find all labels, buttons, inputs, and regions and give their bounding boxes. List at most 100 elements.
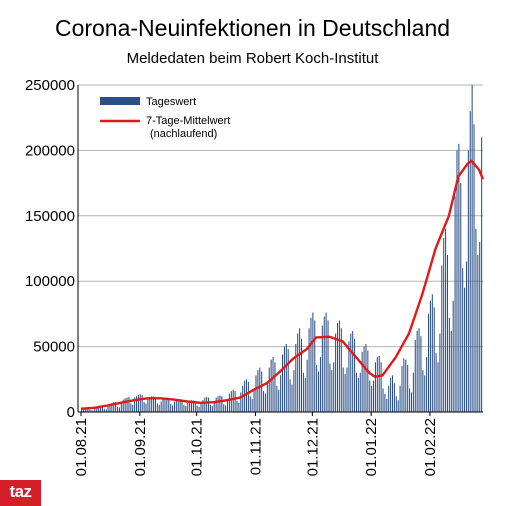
bar xyxy=(189,400,191,412)
bar xyxy=(81,409,83,412)
bar xyxy=(467,150,469,412)
x-tick-label: 01.11.21 xyxy=(247,418,264,475)
bar xyxy=(109,404,111,412)
bar xyxy=(446,255,449,412)
bar xyxy=(374,362,376,412)
bar xyxy=(101,405,103,412)
bar xyxy=(111,402,113,412)
bar xyxy=(414,340,416,412)
bar xyxy=(384,393,386,412)
bar xyxy=(173,401,175,412)
bar xyxy=(333,362,335,412)
bar xyxy=(371,385,373,412)
bar xyxy=(145,403,147,412)
bar xyxy=(263,391,265,412)
bar xyxy=(409,388,411,412)
bar xyxy=(99,406,102,412)
bar xyxy=(477,255,479,412)
bar xyxy=(179,399,181,412)
bar xyxy=(209,404,211,412)
bar xyxy=(126,397,128,412)
bar xyxy=(128,396,130,412)
y-tick-label: 100000 xyxy=(25,273,75,290)
bar xyxy=(124,398,126,412)
bar xyxy=(120,401,122,412)
bar xyxy=(134,397,136,412)
bar xyxy=(460,183,462,412)
bar xyxy=(369,380,371,412)
bar xyxy=(264,393,266,412)
bar xyxy=(238,402,240,412)
y-tick-label: 200000 xyxy=(25,142,75,159)
bar xyxy=(420,336,422,412)
bar xyxy=(103,408,105,412)
chart-subtitle: Meldedaten beim Robert Koch-Institut xyxy=(126,50,379,67)
bar xyxy=(306,359,308,412)
legend-label-nachlaufend: (nachlaufend) xyxy=(150,128,217,140)
bar xyxy=(441,265,443,412)
bar xyxy=(393,383,395,412)
bar xyxy=(118,407,120,412)
bar xyxy=(329,363,331,412)
bar xyxy=(391,375,394,412)
bar xyxy=(280,375,282,412)
x-tick-label: 01.10.21 xyxy=(189,418,206,476)
bar xyxy=(170,404,172,412)
legend: Tageswert 7-Tage-Mittelwert(nachlaufend) xyxy=(100,96,230,140)
bar xyxy=(183,404,185,412)
bar xyxy=(386,398,388,412)
bar xyxy=(471,85,473,412)
bar xyxy=(249,396,251,412)
bar xyxy=(308,328,310,412)
bar xyxy=(481,137,483,412)
bar xyxy=(253,388,255,412)
bar xyxy=(156,403,158,412)
bar xyxy=(185,406,187,412)
bar xyxy=(382,388,384,412)
bar xyxy=(318,371,320,412)
bar xyxy=(287,349,289,412)
bar xyxy=(426,357,428,412)
bar xyxy=(206,396,208,412)
bar xyxy=(327,320,329,412)
bar xyxy=(221,396,223,412)
bar xyxy=(143,402,145,412)
bar xyxy=(132,404,134,412)
bar xyxy=(228,393,230,412)
bar xyxy=(445,228,447,412)
bar xyxy=(86,408,88,412)
bar xyxy=(299,328,301,412)
bar xyxy=(433,307,435,412)
bar xyxy=(314,320,316,412)
bar xyxy=(412,372,414,412)
bar xyxy=(443,238,445,412)
bar xyxy=(154,396,156,412)
bar xyxy=(376,357,378,412)
x-tick-label: 01.02.22 xyxy=(422,418,439,476)
bar xyxy=(437,362,439,412)
bar xyxy=(153,396,155,412)
bar xyxy=(331,370,333,412)
bar xyxy=(405,359,407,412)
bar xyxy=(439,333,441,412)
bar xyxy=(84,408,86,412)
bar xyxy=(344,374,346,412)
bar xyxy=(465,261,467,412)
bar xyxy=(162,398,164,412)
bar xyxy=(319,357,321,412)
bar xyxy=(259,367,261,412)
bar xyxy=(361,351,363,412)
legend-swatch-tageswert xyxy=(100,97,140,105)
bar xyxy=(211,406,213,412)
x-tick-label: 01.09.21 xyxy=(132,418,149,476)
bar xyxy=(227,398,229,412)
bar xyxy=(475,228,477,412)
bar xyxy=(397,400,399,412)
bar xyxy=(270,359,272,412)
bar xyxy=(94,408,96,412)
bar xyxy=(431,294,433,412)
bar xyxy=(395,396,397,412)
legend-label-mittelwert: 7-Tage-Mittelwert xyxy=(146,115,230,127)
bar xyxy=(141,394,143,412)
bar xyxy=(268,367,270,412)
